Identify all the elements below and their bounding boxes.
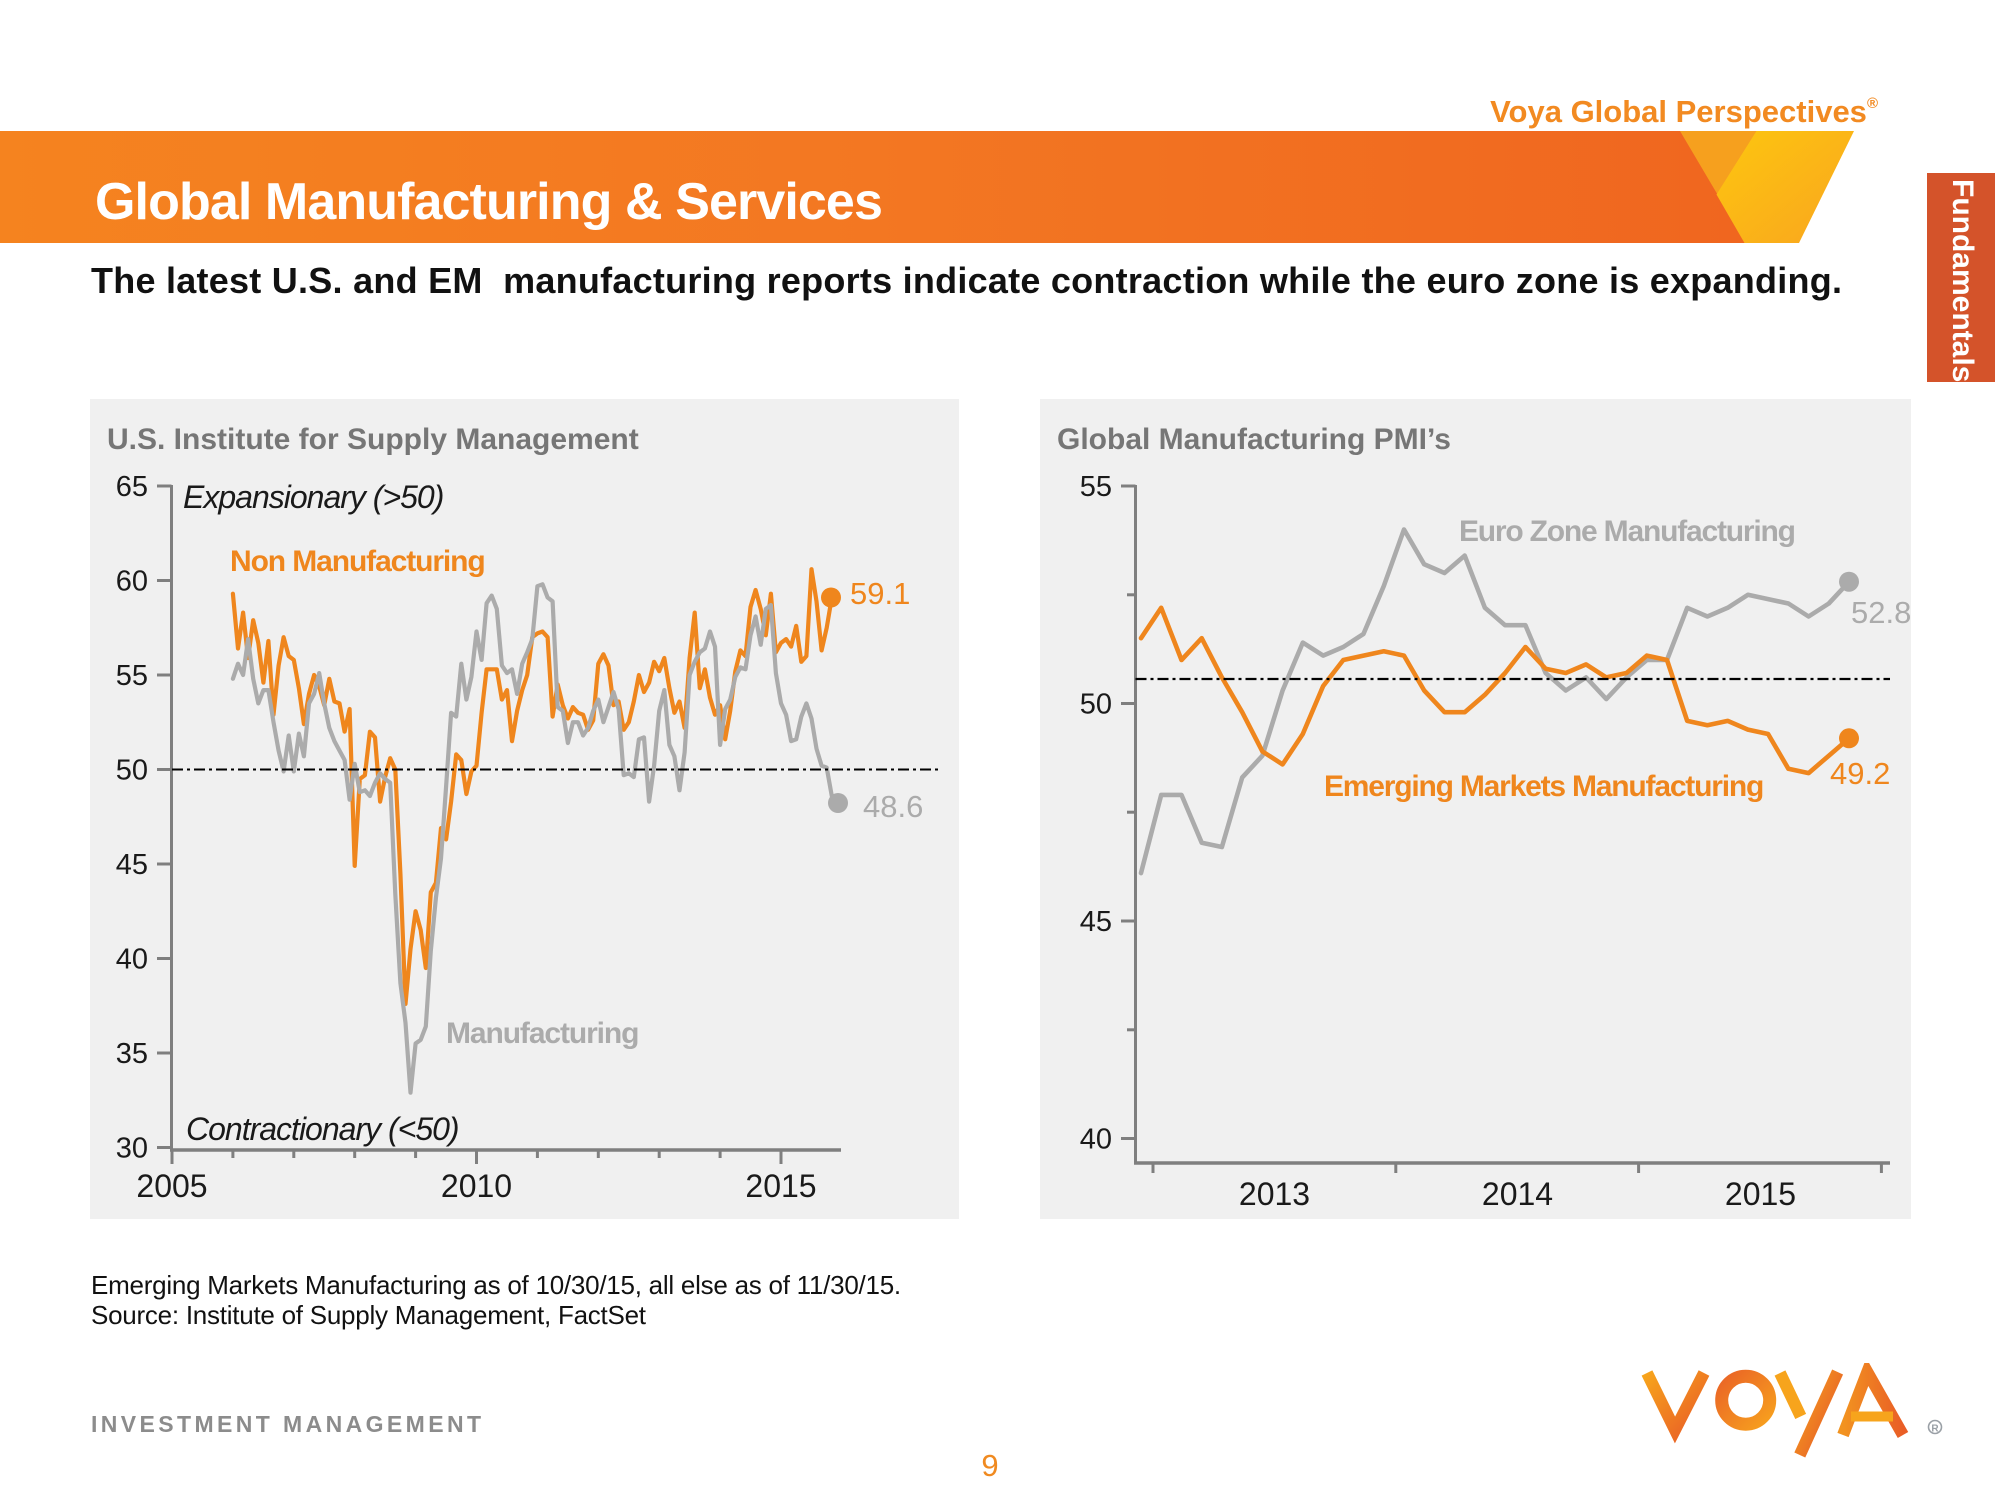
svg-text:49.2: 49.2 <box>1830 756 1890 791</box>
svg-text:48.6: 48.6 <box>863 789 923 824</box>
svg-text:U.S. Institute for Supply Mana: U.S. Institute for Supply Management <box>107 423 639 456</box>
svg-text:60: 60 <box>116 566 148 598</box>
svg-text:Contractionary (<50): Contractionary (<50) <box>186 1111 459 1147</box>
svg-text:2015: 2015 <box>745 1168 816 1204</box>
svg-text:Expansionary (>50): Expansionary (>50) <box>183 479 443 515</box>
svg-text:55: 55 <box>116 660 148 692</box>
svg-text:Emerging Markets Manufacturing: Emerging Markets Manufacturing <box>1324 770 1763 803</box>
svg-text:2005: 2005 <box>136 1168 207 1204</box>
svg-text:45: 45 <box>1080 906 1112 938</box>
svg-text:35: 35 <box>116 1038 148 1070</box>
svg-text:52.8: 52.8 <box>1851 595 1911 630</box>
svg-text:Non Manufacturing: Non Manufacturing <box>230 545 485 578</box>
svg-text:2013: 2013 <box>1239 1176 1310 1212</box>
svg-text:Manufacturing: Manufacturing <box>446 1017 638 1050</box>
svg-text:50: 50 <box>116 755 148 787</box>
svg-text:2010: 2010 <box>441 1168 512 1204</box>
svg-text:50: 50 <box>1080 689 1112 721</box>
svg-text:Global Manufacturing PMI’s: Global Manufacturing PMI’s <box>1057 423 1451 456</box>
svg-text:59.1: 59.1 <box>850 576 910 611</box>
svg-text:R: R <box>1931 1424 1939 1435</box>
svg-text:45: 45 <box>116 849 148 881</box>
svg-text:55: 55 <box>1080 471 1112 503</box>
svg-text:30: 30 <box>116 1133 148 1165</box>
svg-text:65: 65 <box>116 471 148 503</box>
svg-text:40: 40 <box>116 944 148 976</box>
svg-text:Euro Zone Manufacturing: Euro Zone Manufacturing <box>1459 515 1795 548</box>
svg-text:40: 40 <box>1080 1124 1112 1156</box>
svg-text:2014: 2014 <box>1482 1176 1553 1212</box>
svg-text:2015: 2015 <box>1725 1176 1796 1212</box>
